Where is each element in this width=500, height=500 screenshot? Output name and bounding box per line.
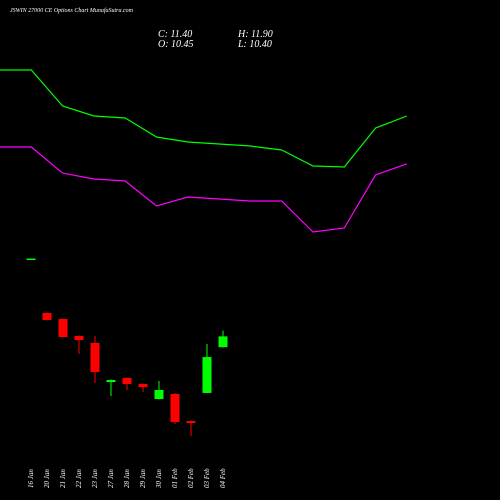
candle-body <box>106 380 116 383</box>
chart-title: JSWIN 27000 CE Options Chart MunafaSutra… <box>10 7 134 14</box>
candle-body <box>122 377 132 384</box>
candle-body <box>90 342 100 373</box>
open-info: O: 10.45 <box>158 39 194 50</box>
x-tick-label: 29 Jan <box>139 469 147 488</box>
candle-body <box>170 393 180 423</box>
close-info: C: 11.40 <box>158 29 192 40</box>
x-tick-label: 02 Feb <box>187 468 195 488</box>
x-tick-label: 20 Jan <box>43 469 51 488</box>
indicator-line <box>0 69 408 168</box>
candle-body <box>42 312 52 320</box>
candle-body <box>58 318 68 338</box>
x-tick-label: 16 Jan <box>27 469 35 488</box>
x-tick-label: 27 Jan <box>107 469 115 488</box>
x-tick-label: 22 Jan <box>75 469 83 488</box>
x-tick-label: 04 Feb <box>219 468 227 488</box>
x-tick-label: 03 Feb <box>203 468 211 488</box>
candle-body <box>74 336 84 340</box>
x-tick-label: 01 Feb <box>171 468 179 488</box>
candle-body <box>154 390 164 399</box>
high-info: H: 11.90 <box>237 29 273 40</box>
candle-body <box>26 258 36 261</box>
indicator-line <box>0 146 408 233</box>
x-tick-label: 21 Jan <box>59 469 67 488</box>
candle-body <box>218 336 228 348</box>
candle-body <box>186 421 196 423</box>
candle-body <box>202 357 212 393</box>
low-info: L: 10.40 <box>237 39 272 50</box>
candle-body <box>138 383 148 388</box>
x-tick-label: 23 Jan <box>91 469 99 488</box>
x-tick-label: 30 Jan <box>155 469 163 489</box>
x-tick-label: 28 Jan <box>123 469 131 488</box>
